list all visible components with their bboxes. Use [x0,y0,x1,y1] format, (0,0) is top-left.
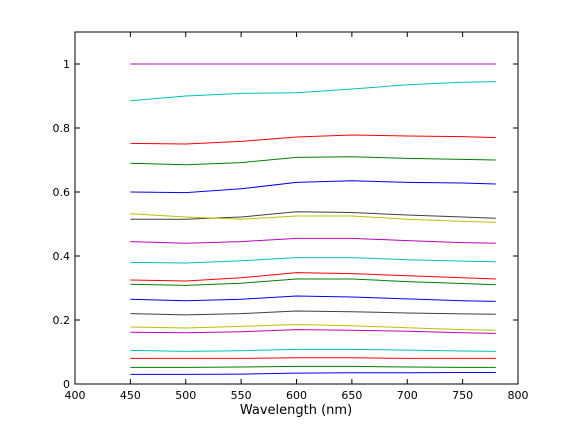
series-line-7 [130,213,496,223]
y-tick-label: 0 [63,378,70,391]
y-tick-label: 0.2 [53,314,71,327]
x-tick-label: 500 [175,389,196,402]
x-tick-label: 450 [120,389,141,402]
x-tick-label: 650 [341,389,362,402]
series-line-12 [130,295,496,302]
x-axis-title: Wavelength (nm) [240,403,352,418]
series-line-16 [130,348,496,352]
series-line-11 [130,278,496,286]
series-line-8 [130,237,496,244]
series-line-2 [130,81,496,102]
series-line-9 [130,257,496,264]
series-line-10 [130,272,496,282]
series-line-4 [130,156,496,166]
y-axis: 0 0.2 0.4 0.6 0.8 1 [53,58,518,391]
y-tick-label: 0.8 [53,122,71,135]
plot-area [74,31,519,385]
x-axis: 400 450 500 550 600 650 700 750 800 [65,32,529,402]
series-line-6 [130,211,496,220]
x-tick-label: 400 [65,389,86,402]
series-line-17 [130,357,496,359]
series-line-5 [130,180,496,194]
y-tick-label: 1 [63,58,70,71]
x-tick-label: 700 [397,389,418,402]
series-line-19 [130,372,496,375]
series-line-15 [130,329,496,334]
series-line-18 [130,365,496,368]
y-tick-label: 0.4 [53,250,71,263]
x-tick-label: 550 [231,389,252,402]
series-line-14 [130,323,496,331]
y-tick-label: 0.6 [53,186,71,199]
series-line-13 [130,310,496,316]
x-tick-label: 600 [286,389,307,402]
series-lines [130,63,496,375]
series-line-3 [130,134,496,145]
x-tick-label: 750 [452,389,473,402]
x-tick-label: 800 [508,389,529,402]
